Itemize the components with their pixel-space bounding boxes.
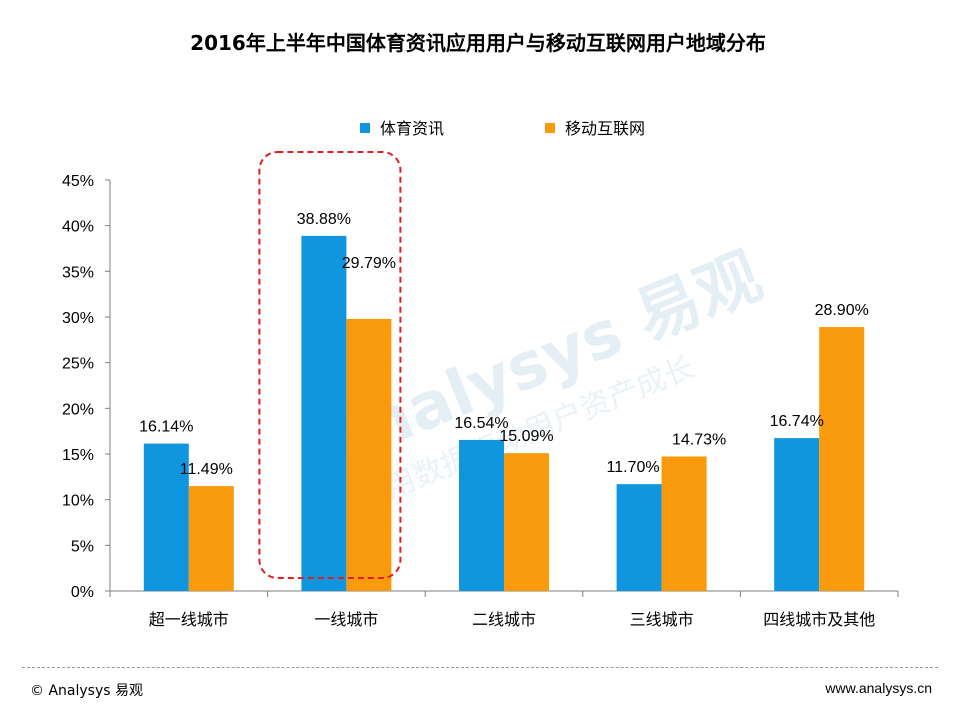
data-label: 16.74% bbox=[770, 413, 824, 430]
data-label: 15.09% bbox=[499, 428, 553, 445]
y-tick-label: 15% bbox=[62, 447, 94, 464]
axes: 0% 5% 10% 15% 20% 25% 30% 35% 40% 45% 超一线城市 一线城市 二线城… bbox=[62, 173, 899, 629]
x-category-label: 四线城市及其他 bbox=[763, 610, 875, 629]
data-label: 16.14% bbox=[139, 419, 193, 436]
footer-url[interactable]: www.analysys.cn bbox=[825, 680, 932, 696]
bar-mobile-internet bbox=[661, 456, 707, 591]
y-tick-label: 20% bbox=[62, 401, 94, 418]
data-label: 14.73% bbox=[672, 431, 726, 448]
bar-sports-news bbox=[143, 443, 189, 591]
data-label: 11.70% bbox=[607, 459, 660, 476]
y-tick-label: 10% bbox=[62, 493, 94, 510]
data-label: 11.49% bbox=[180, 461, 233, 478]
highlight-dashed-box bbox=[258, 151, 402, 579]
y-tick-label: 25% bbox=[62, 356, 94, 373]
legend-label: 体育资讯 bbox=[380, 119, 444, 138]
bar-sports-news bbox=[616, 484, 662, 591]
legend-swatch-sports-news bbox=[360, 123, 370, 133]
bar-sports-news bbox=[774, 438, 820, 591]
y-tick-label: 5% bbox=[71, 538, 94, 555]
data-label: 16.54% bbox=[454, 415, 508, 432]
data-label: 29.79% bbox=[342, 255, 396, 272]
bars bbox=[143, 235, 865, 591]
data-label: 28.90% bbox=[815, 302, 869, 319]
x-category-label: 一线城市 bbox=[314, 610, 378, 629]
bar-mobile-internet bbox=[188, 486, 234, 591]
data-labels: 16.14% 11.49% 38.88% 29.79% 16.54%15.09% 11.7… bbox=[139, 211, 869, 478]
bar-sports-news bbox=[301, 235, 347, 591]
highlight-box bbox=[258, 151, 402, 579]
footer-divider bbox=[22, 667, 938, 668]
bar-sports-news bbox=[459, 439, 504, 591]
footer-copyright: © Analysys 易观 bbox=[30, 683, 143, 699]
legend-swatch-mobile-internet bbox=[545, 123, 555, 133]
x-category-label: 超一线城市 bbox=[149, 610, 229, 629]
y-tick-label: 35% bbox=[62, 264, 94, 281]
data-label: 38.88% bbox=[297, 211, 351, 228]
bar-mobile-internet bbox=[819, 327, 865, 591]
legend: 体育资讯 移动互联网 bbox=[360, 119, 645, 138]
y-tick-label: 40% bbox=[62, 219, 94, 236]
y-tick-label: 30% bbox=[62, 310, 94, 327]
bar-mobile-internet bbox=[346, 318, 392, 591]
bar-mobile-internet bbox=[504, 453, 549, 591]
x-category-label: 三线城市 bbox=[630, 610, 694, 629]
y-tick-label: 0% bbox=[71, 584, 94, 601]
x-category-label: 二线城市 bbox=[472, 610, 536, 629]
chart-title: 2016年上半年中国体育资讯应用用户与移动互联网用户地域分布 bbox=[190, 31, 766, 55]
y-tick-label: 45% bbox=[62, 173, 94, 190]
legend-label: 移动互联网 bbox=[565, 119, 645, 138]
